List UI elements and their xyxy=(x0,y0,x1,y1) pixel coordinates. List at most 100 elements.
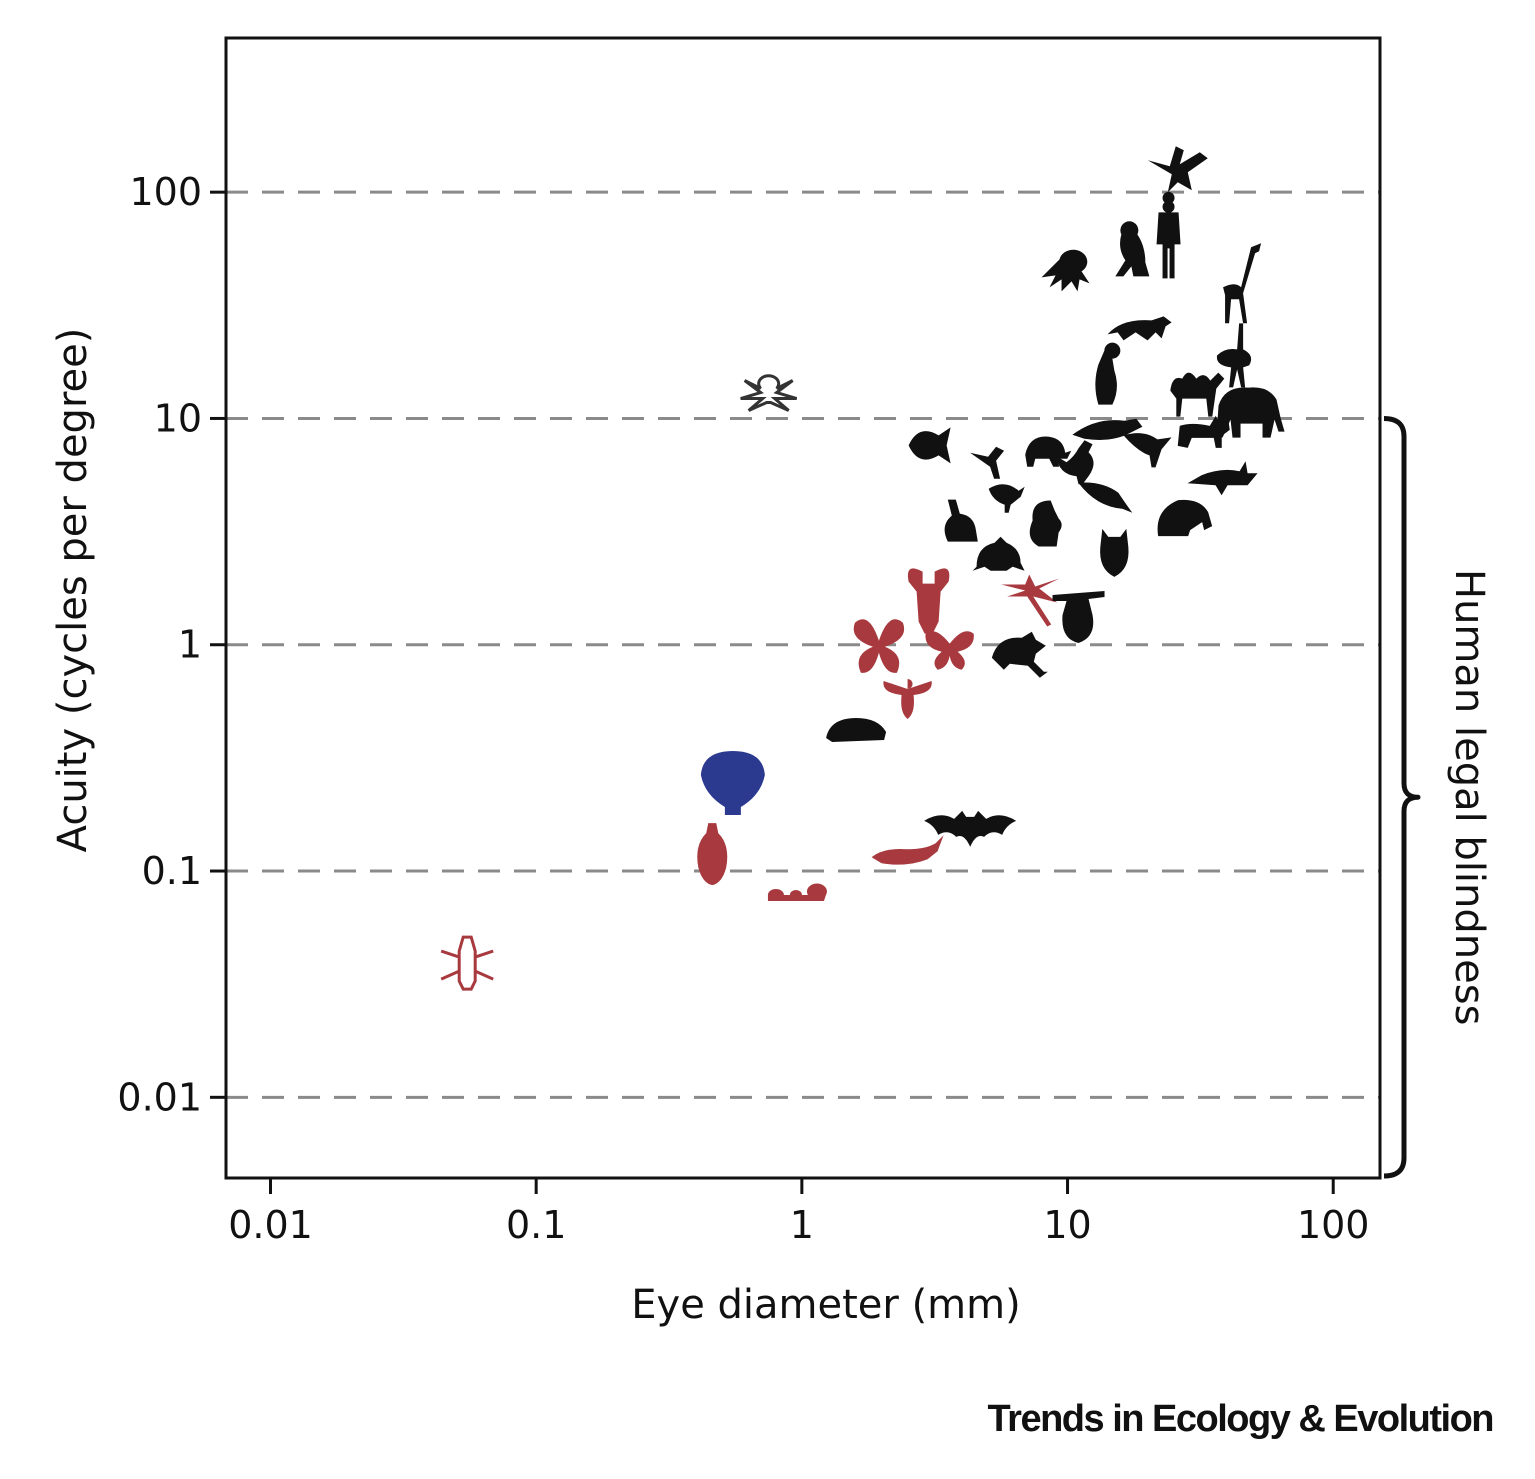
data-point xyxy=(826,717,887,742)
plot-frame xyxy=(224,36,1382,1180)
eagle-icon xyxy=(1147,146,1208,193)
data-point xyxy=(970,446,1005,479)
data-point xyxy=(1100,528,1129,577)
small-insect-icon xyxy=(440,935,494,991)
data-point xyxy=(1001,574,1060,627)
crow-icon xyxy=(1123,433,1172,468)
penguin-icon xyxy=(1095,342,1121,405)
data-point xyxy=(1216,323,1252,388)
y-tick-label: 1 xyxy=(178,623,202,667)
data-point xyxy=(1223,243,1262,324)
scallop-icon xyxy=(700,750,765,815)
journal-credit: Trends in Ecology & Evolution xyxy=(987,1398,1495,1440)
data-point xyxy=(925,631,974,670)
x-tick-label: 0.01 xyxy=(228,1203,313,1247)
y-tick-label: 0.01 xyxy=(117,1075,202,1119)
cheetah-icon xyxy=(1107,316,1172,341)
dragonfly-icon xyxy=(1001,574,1060,627)
data-point xyxy=(1107,316,1172,341)
data-point xyxy=(1123,433,1172,468)
shark-icon xyxy=(1187,461,1258,496)
turtle-icon xyxy=(1025,436,1072,467)
data-point xyxy=(907,568,950,634)
data-point xyxy=(1157,499,1213,537)
data-point xyxy=(988,484,1025,513)
moth-icon xyxy=(925,631,974,670)
x-tick-label: 0.1 xyxy=(506,1203,566,1247)
data-point xyxy=(908,427,951,464)
data-point xyxy=(1147,146,1208,193)
frog-icon xyxy=(972,536,1025,571)
cat-icon xyxy=(1177,415,1230,448)
human-icon xyxy=(1156,191,1181,279)
data-point xyxy=(1177,415,1230,448)
data-point xyxy=(1115,221,1150,277)
data-point xyxy=(991,631,1048,678)
y-axis-title: Acuity (cycles per degree) xyxy=(50,328,96,853)
y-tick-label: 100 xyxy=(129,170,202,214)
fish-icon xyxy=(908,427,951,464)
y-tick-label: 0.1 xyxy=(142,849,202,893)
legal-blindness-bracket xyxy=(1383,415,1421,1179)
rabbit-icon xyxy=(944,499,978,542)
octopus-icon xyxy=(1041,249,1090,292)
data-point xyxy=(1170,372,1225,417)
data-point xyxy=(1041,249,1090,292)
data-point xyxy=(924,810,1017,847)
x-axis: 0.01 0.1 1 10 100 xyxy=(228,1178,1369,1247)
monkey-icon xyxy=(1115,221,1150,277)
data-point xyxy=(440,935,494,991)
data-point xyxy=(1216,387,1285,438)
data-points xyxy=(440,146,1285,991)
data-point xyxy=(1072,418,1143,440)
data-point xyxy=(1156,191,1181,279)
ray-icon xyxy=(1078,482,1133,513)
x-axis-title: Eye diameter (mm) xyxy=(631,1282,1020,1328)
gridlines xyxy=(226,190,1380,1099)
fly-icon xyxy=(697,823,728,886)
rat-icon xyxy=(991,631,1048,678)
sloth-icon xyxy=(1052,590,1105,643)
data-point xyxy=(871,835,944,865)
giraffe-icon xyxy=(1223,243,1262,324)
x-tick-label: 1 xyxy=(790,1203,814,1247)
spider-icon xyxy=(740,374,798,412)
data-point xyxy=(697,823,728,886)
x-tick-label: 100 xyxy=(1297,1203,1370,1247)
bee-icon xyxy=(883,678,932,719)
butterfly-icon xyxy=(853,619,905,673)
data-point xyxy=(944,499,978,542)
data-point xyxy=(1056,440,1094,485)
shrimp-icon xyxy=(871,835,944,865)
data-point xyxy=(883,678,932,719)
data-point xyxy=(740,374,798,412)
seal-icon xyxy=(1072,418,1143,440)
bat-icon xyxy=(924,810,1017,847)
legal-blindness-label: Human legal blindness xyxy=(1446,569,1492,1025)
data-point xyxy=(700,750,765,815)
ant-icon xyxy=(767,883,827,901)
y-axis: 0.01 0.1 1 10 100 xyxy=(117,170,226,1119)
camel-icon xyxy=(1170,372,1225,417)
y-tick-label: 10 xyxy=(154,396,202,440)
owl-icon xyxy=(1100,528,1129,577)
data-point xyxy=(1095,342,1121,405)
data-point xyxy=(1052,590,1105,643)
data-point xyxy=(1029,500,1062,547)
hummingbird-icon xyxy=(970,446,1005,479)
data-point xyxy=(1187,461,1258,496)
data-point xyxy=(972,536,1025,571)
small-bird-icon xyxy=(988,484,1025,513)
squirrel-icon xyxy=(1029,500,1062,547)
data-point xyxy=(853,619,905,673)
mouse-icon xyxy=(826,717,887,742)
data-point xyxy=(1078,482,1133,513)
data-point xyxy=(1025,436,1072,467)
mantis-shrimp-icon xyxy=(907,568,950,634)
data-point xyxy=(767,883,827,901)
ostrich-icon xyxy=(1216,323,1252,388)
elephant-icon xyxy=(1216,387,1285,438)
walrus-icon xyxy=(1157,499,1213,537)
x-tick-label: 10 xyxy=(1043,1203,1091,1247)
